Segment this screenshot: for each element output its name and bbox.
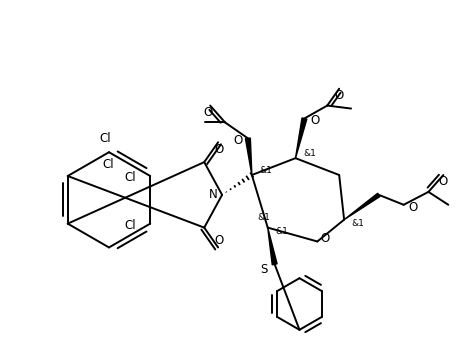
Text: N: N	[208, 189, 217, 201]
Text: Cl: Cl	[102, 158, 114, 171]
Polygon shape	[268, 228, 277, 265]
Text: O: O	[335, 89, 344, 102]
Text: O: O	[310, 114, 320, 127]
Text: Cl: Cl	[125, 219, 137, 232]
Text: &1: &1	[260, 165, 273, 175]
Polygon shape	[344, 193, 380, 220]
Text: Cl: Cl	[125, 171, 137, 185]
Text: O: O	[409, 201, 418, 214]
Text: O: O	[233, 134, 243, 147]
Polygon shape	[246, 138, 252, 175]
Text: &1: &1	[303, 149, 316, 158]
Text: O: O	[214, 143, 224, 156]
Polygon shape	[295, 118, 307, 158]
Text: O: O	[439, 175, 448, 189]
Text: &1: &1	[276, 227, 288, 236]
Text: S: S	[260, 263, 268, 276]
Text: &1: &1	[351, 219, 364, 228]
Text: O: O	[321, 232, 330, 245]
Text: O: O	[214, 234, 224, 247]
Text: &1: &1	[257, 213, 270, 222]
Text: O: O	[204, 106, 213, 119]
Text: Cl: Cl	[99, 132, 111, 145]
